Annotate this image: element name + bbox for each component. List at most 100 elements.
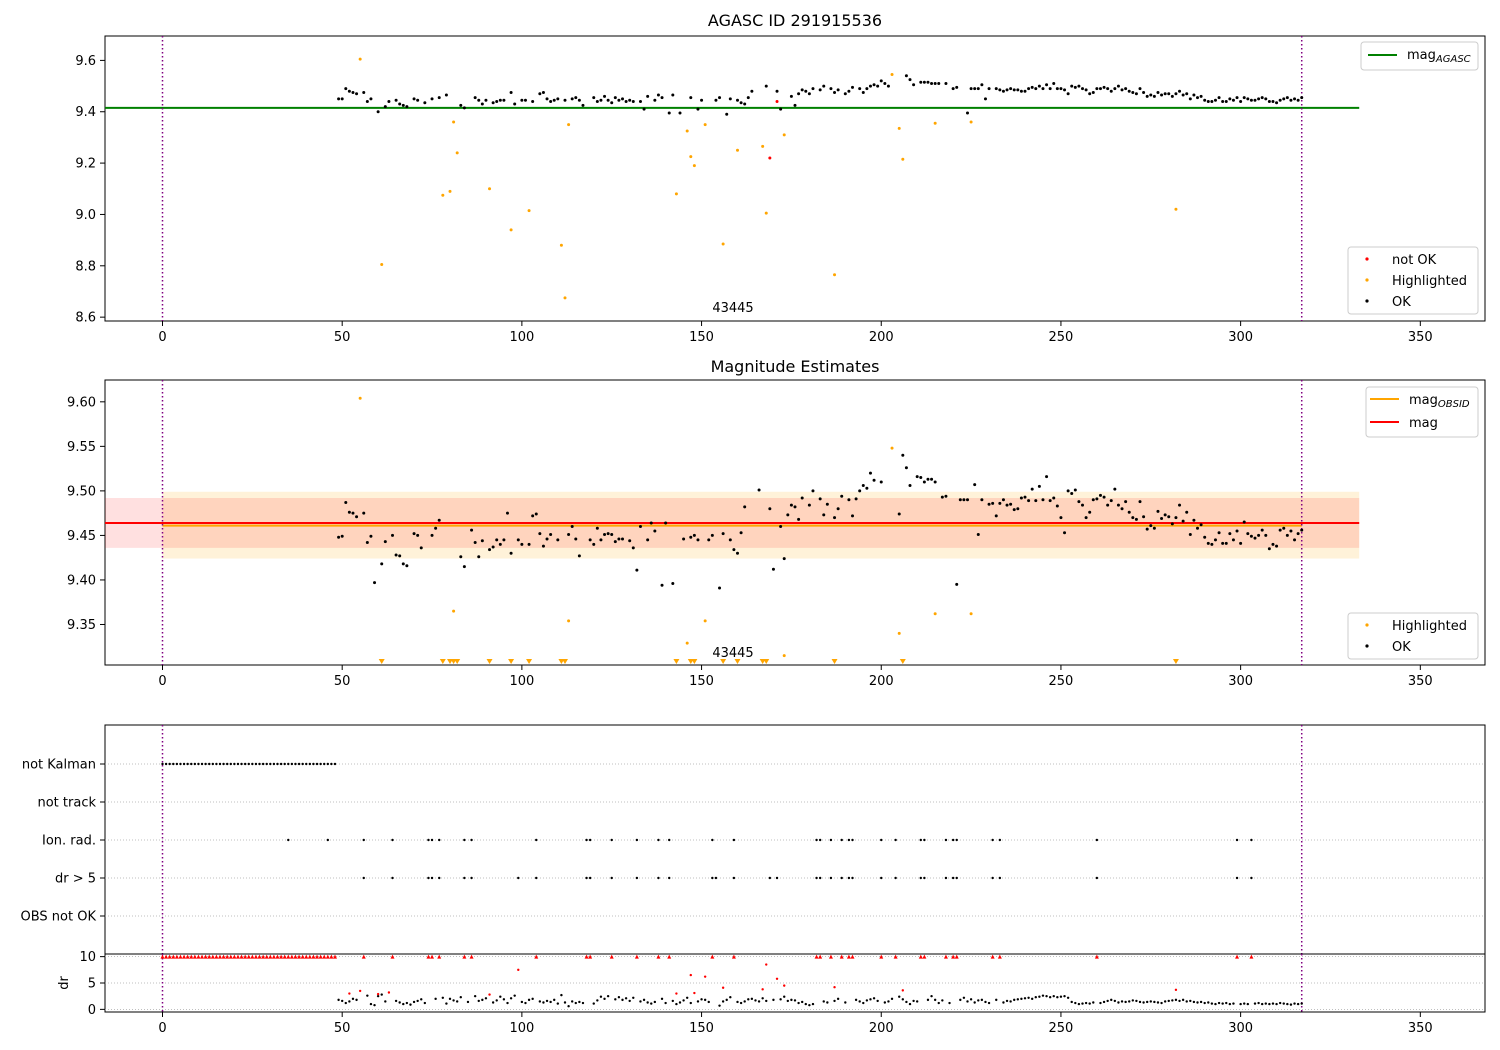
dr-point-dr-160 (1052, 994, 1055, 998)
dr-clipped-marker-35 (286, 954, 291, 959)
agasc-point-ok-108 (904, 74, 908, 78)
dr-clipped-marker-57 (584, 954, 589, 959)
dr-xtick-label-50: 50 (334, 1021, 351, 1036)
agasc-point-ok-174 (1163, 92, 1167, 96)
agasc-point-ok-94 (833, 90, 837, 94)
mag-point-ok-116 (922, 480, 926, 484)
agasc-point-ok-93 (829, 87, 833, 91)
mag-point-ok-159 (1095, 497, 1099, 501)
agasc-point-ok-100 (861, 90, 865, 94)
dr-point-dr-161 (1056, 996, 1059, 999)
agasc-point-ok-4 (351, 90, 355, 94)
dr-clipped-marker-46 (325, 954, 330, 959)
agasc-point-ok-126 (987, 87, 991, 91)
dr-point-dr-18 (416, 999, 419, 1003)
agasc-point-ok-144 (1055, 87, 1059, 91)
dr-point-dr-222 (1286, 1002, 1289, 1006)
mag-point-ok-176 (1156, 509, 1160, 513)
dr-point-dr-165 (1070, 1000, 1073, 1004)
mag-point-ok-197 (1231, 538, 1235, 542)
mag-point-ok-16 (405, 564, 409, 568)
dr-point-dr-62 (614, 998, 617, 1001)
agasc-point-ok-71 (700, 98, 704, 102)
agasc-point-ok-194 (1235, 96, 1239, 100)
agasc-point-ok-12 (394, 98, 398, 102)
agasc-point-ok-96 (843, 92, 847, 96)
dr-clipped-marker-8 (189, 954, 194, 959)
agasc-point-ok-204 (1271, 99, 1275, 103)
mag-point-ok-156 (1084, 516, 1088, 520)
agasc-point-ok-135 (1023, 89, 1027, 93)
mag-point-ok-138 (1019, 496, 1023, 500)
dr-point-dr-28 (466, 1000, 470, 1004)
mag-point-ok-56 (610, 533, 614, 537)
flags-point-not-kalman-8 (190, 762, 193, 766)
flags-point-ion-rad--9 (535, 838, 538, 842)
agasc-point-ok-176 (1170, 94, 1174, 98)
flags-point-ion-rad--3 (391, 838, 394, 842)
agasc-point-ok-17 (416, 98, 420, 102)
dr-point-dr-157 (1041, 994, 1045, 997)
dr-clipped-marker-81 (1235, 954, 1240, 959)
mag-point-ok-29 (488, 548, 492, 552)
mag-point-ok-189 (1203, 535, 1207, 539)
dr-point-dr-65 (624, 997, 628, 1000)
mag-point-ok-213 (1289, 529, 1293, 533)
dr-point-dr-218 (1271, 1002, 1275, 1005)
agasc-point-ok-14 (401, 103, 405, 107)
flags-point-dr-5-0 (362, 876, 365, 880)
mag-point-ok-15 (401, 562, 405, 566)
mag-point-ok-214 (1293, 538, 1297, 542)
flags-point-dr-5-31 (951, 876, 955, 880)
agasc-point-ok-74 (725, 112, 729, 116)
flags-point-not-kalman-43 (315, 762, 319, 766)
agasc-point-ok-212 (1300, 96, 1304, 100)
agasc-point-ok-138 (1034, 87, 1038, 91)
agasc-point-ok-43 (563, 98, 567, 102)
agasc-point-highlighted-5 (455, 151, 459, 155)
mag-clipped-marker-17 (831, 659, 838, 664)
agasc-point-ok-51 (603, 94, 607, 98)
dr-point-dr-46 (545, 999, 549, 1003)
agasc-point-ok-13 (398, 102, 402, 106)
agasc-point-ok-210 (1293, 97, 1297, 101)
dr-point-dr-126 (905, 1000, 908, 1004)
agasc-point-ok-146 (1063, 88, 1067, 92)
agasc-point-ok-177 (1174, 92, 1178, 96)
mag-point-ok-94 (811, 489, 815, 493)
dr-point-dr-94 (754, 999, 757, 1002)
agasc-point-ok-105 (879, 79, 883, 83)
flags-point-ion-rad--27 (923, 838, 926, 842)
mag-point-ok-199 (1239, 541, 1243, 545)
agasc-point-ok-56 (621, 97, 624, 101)
agasc-point-ok-181 (1188, 97, 1192, 101)
mag-point-ok-157 (1088, 510, 1092, 514)
dr-point-dr-130 (926, 998, 930, 1002)
agasc-point-highlighted-25 (901, 157, 905, 161)
flags-point-dr-5-33 (991, 876, 994, 880)
mag-xtick-label-100: 100 (509, 674, 534, 689)
flags-point-not-kalman-39 (301, 762, 304, 766)
dr-point-dr-high-6 (675, 992, 678, 995)
dr-point-dr-129 (915, 1000, 919, 1003)
dr-point-dr-184 (1142, 1001, 1145, 1004)
flags-point-not-kalman-38 (297, 762, 301, 766)
dr-point-dr-high-7 (689, 973, 692, 977)
dr-point-dr-39 (513, 994, 516, 997)
agasc-ytick-label-8.6: 8.6 (75, 311, 96, 326)
dr-point-dr-7 (369, 1002, 373, 1006)
dr-point-dr-124 (898, 995, 901, 998)
flags-point-dr-5-28 (919, 876, 922, 880)
agasc-point-ok-190 (1221, 99, 1225, 103)
mag-point-ok-46 (567, 533, 571, 537)
agasc-point-ok-2 (344, 87, 348, 91)
dr-clipped-marker-41 (307, 954, 312, 959)
dr-point-dr-34 (495, 999, 498, 1002)
dr-point-dr-4 (351, 997, 355, 1001)
dr-point-dr-139 (969, 998, 973, 1001)
legend-label-not-ok: not OK (1392, 253, 1437, 268)
dr-clipped-marker-74 (922, 954, 927, 959)
flags-point-not-kalman-46 (326, 762, 330, 766)
agasc-point-ok-61 (642, 107, 646, 111)
dr-point-dr-57 (592, 1002, 595, 1005)
